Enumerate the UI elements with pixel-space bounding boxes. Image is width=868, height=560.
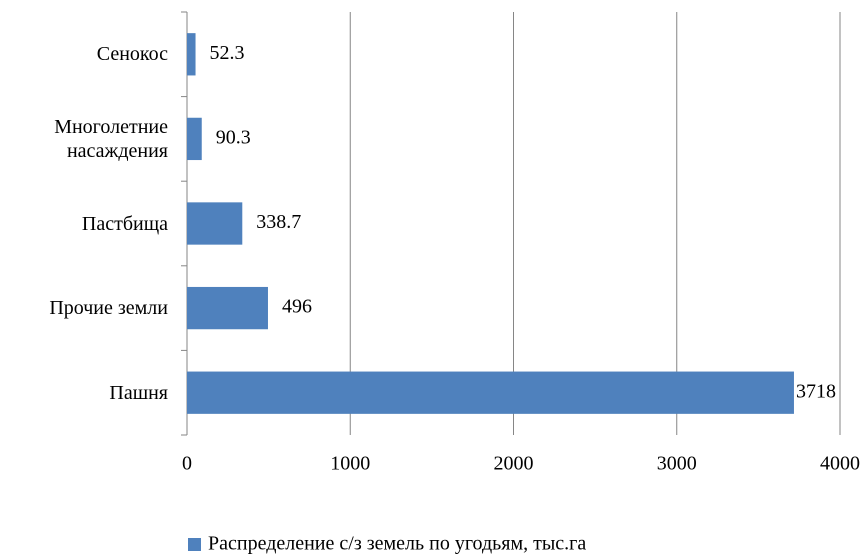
bar xyxy=(187,117,202,161)
x-tick-label: 2000 xyxy=(494,453,534,475)
x-tick-label: 3000 xyxy=(657,453,697,475)
data-label: 52.3 xyxy=(210,42,245,64)
data-label: 338.7 xyxy=(256,211,301,233)
data-label: 90.3 xyxy=(216,126,251,148)
y-tick-label: Многолетние насаждения xyxy=(54,115,168,162)
y-tick-label: Пастбища xyxy=(81,212,168,235)
legend-swatch xyxy=(188,538,201,551)
legend-label: Распределение с/з земель по угодьям, тыс… xyxy=(208,533,586,555)
y-tick-label: Прочие земли xyxy=(49,297,168,320)
y-tick-label: Сенокос xyxy=(96,43,168,66)
x-tick-label: 0 xyxy=(182,453,192,475)
data-label: 496 xyxy=(282,296,312,318)
bar xyxy=(187,33,196,76)
bar xyxy=(187,286,268,330)
y-tick-label: Пашня xyxy=(109,381,168,404)
data-label: 3718 xyxy=(796,380,836,402)
bar xyxy=(187,202,243,245)
x-tick-label: 4000 xyxy=(820,453,860,475)
bar xyxy=(187,371,794,414)
x-tick-label: 1000 xyxy=(330,453,370,475)
